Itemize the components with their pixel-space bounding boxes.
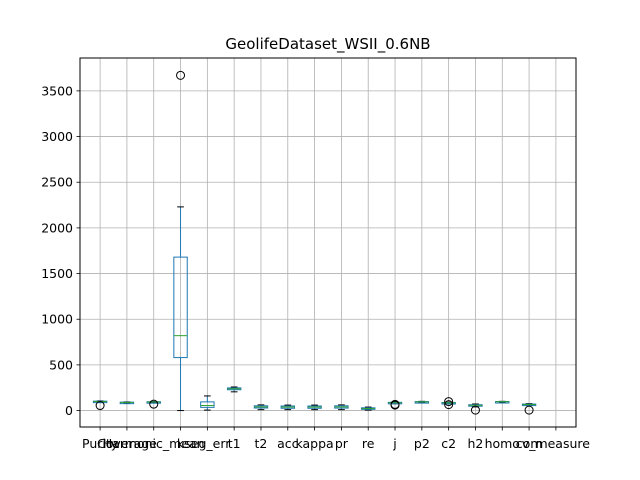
- x-tick-label: k: [177, 436, 185, 451]
- box-16: [495, 400, 510, 404]
- box-body: [200, 401, 215, 408]
- x-tick-label: kappa: [295, 436, 333, 451]
- box-15: [468, 403, 483, 415]
- box-4: [173, 70, 188, 412]
- x-tick-label: v_measure: [522, 436, 590, 451]
- box-14: [441, 397, 456, 410]
- outlier-point: [95, 401, 105, 411]
- y-tick-label: 3500: [41, 83, 73, 98]
- box-10: [334, 404, 349, 411]
- x-tick-label: Harmonic_mean: [103, 436, 205, 451]
- x-tick-label: t2: [255, 436, 268, 451]
- box-11: [361, 406, 376, 411]
- x-tick-label: com: [516, 436, 543, 451]
- chart-title: GeolifeDataset_WSII_0.6NB: [225, 35, 430, 54]
- x-tick-label: seg_err: [184, 436, 231, 451]
- x-tick-label: acc: [277, 436, 299, 451]
- box-5: [200, 395, 215, 411]
- outlier-point: [444, 397, 454, 407]
- box-body: [173, 256, 188, 359]
- x-tick-label: p2: [414, 436, 430, 451]
- x-tick-label: pr: [335, 436, 349, 451]
- y-tick-label: 500: [49, 357, 73, 372]
- plot-area: [92, 70, 537, 415]
- y-tick-label: 3000: [41, 129, 73, 144]
- outlier-point: [390, 399, 400, 409]
- x-tick-label: Coverage: [97, 436, 157, 451]
- y-tick-label: 1500: [41, 266, 73, 281]
- box-2: [119, 401, 135, 405]
- y-axis: 0 500 1000 1500 2000 2500 3000 3500: [41, 83, 80, 418]
- box-3: [146, 399, 161, 409]
- y-tick-label: 2500: [41, 175, 73, 190]
- axes-frame: [79, 57, 577, 428]
- outlier-point: [176, 70, 186, 80]
- x-tick-label: Purity: [82, 436, 119, 451]
- box-12: [387, 399, 403, 410]
- outlier-point: [149, 399, 159, 409]
- x-tick-label: homo: [485, 436, 520, 451]
- box-8: [280, 404, 295, 411]
- x-tick-label: h2: [468, 436, 484, 451]
- box-6: [226, 386, 242, 393]
- box-13: [414, 400, 430, 404]
- grid: [80, 58, 576, 427]
- y-tick-label: 2000: [41, 220, 73, 235]
- x-tick-label: re: [362, 436, 375, 451]
- y-tick-label: 0: [65, 403, 73, 418]
- x-tick-label: j: [392, 436, 396, 451]
- outlier-point: [470, 405, 480, 415]
- outlier-point: [524, 405, 534, 415]
- x-tick-label: c2: [441, 436, 456, 451]
- box-9: [307, 404, 322, 411]
- x-tick-label: t1: [228, 436, 241, 451]
- box-7: [253, 404, 269, 411]
- outlier-point: [444, 400, 454, 410]
- box-1: [92, 400, 108, 411]
- box-17: [521, 403, 537, 415]
- y-tick-label: 1000: [41, 312, 73, 327]
